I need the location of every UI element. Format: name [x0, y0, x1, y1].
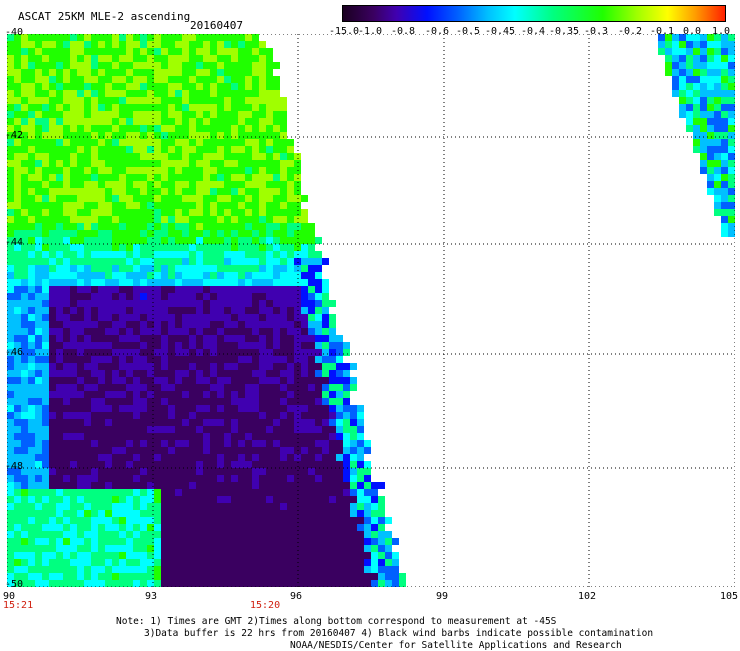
lon-label: 105: [719, 591, 739, 602]
lat-label: -46: [5, 347, 24, 358]
lon-label: 93: [144, 591, 158, 602]
note-line-3: NOAA/NESDIS/Center for Satellite Applica…: [290, 640, 622, 651]
lat-label: -40: [5, 27, 24, 38]
color-scale-label: -0.6: [424, 26, 450, 37]
color-scale-label: -0.45: [484, 26, 516, 37]
wind-swath-map: [7, 34, 735, 587]
lon-label: 99: [435, 591, 449, 602]
color-scale-label: 1.0: [711, 26, 731, 37]
color-scale-label: 0.0: [682, 26, 702, 37]
product-title: ASCAT 25KM MLE-2 ascending: [18, 10, 191, 23]
time-label: 15:21: [3, 600, 34, 611]
color-scale-bar: [342, 5, 726, 22]
lon-label: 90: [2, 591, 16, 602]
lat-label: -50: [5, 579, 24, 590]
lat-label: -48: [5, 461, 24, 472]
color-scale-label: -0.8: [390, 26, 416, 37]
color-scale-label: -0.4: [520, 26, 546, 37]
color-scale-label: -15.0: [328, 26, 360, 37]
color-scale-label: -0.1: [649, 26, 675, 37]
time-label: 15:20: [250, 600, 281, 611]
graticule: [7, 34, 735, 587]
note-line-1: Note: 1) Times are GMT 2)Times along bot…: [116, 616, 557, 627]
note-line-2: 3)Data buffer is 22 hrs from 20160407 4)…: [144, 628, 654, 639]
product-date: 20160407: [190, 19, 243, 32]
lon-label: 96: [289, 591, 303, 602]
color-scale-label: -0.5: [455, 26, 481, 37]
swath-cells: [7, 34, 735, 587]
color-scale-label: -0.3: [583, 26, 609, 37]
lat-label: -42: [5, 130, 24, 141]
lat-label: -44: [5, 237, 24, 248]
color-scale-label: -0.35: [548, 26, 580, 37]
lon-label: 102: [577, 591, 597, 602]
color-scale-label: -1.0: [357, 26, 383, 37]
color-scale-label: -0.2: [617, 26, 643, 37]
